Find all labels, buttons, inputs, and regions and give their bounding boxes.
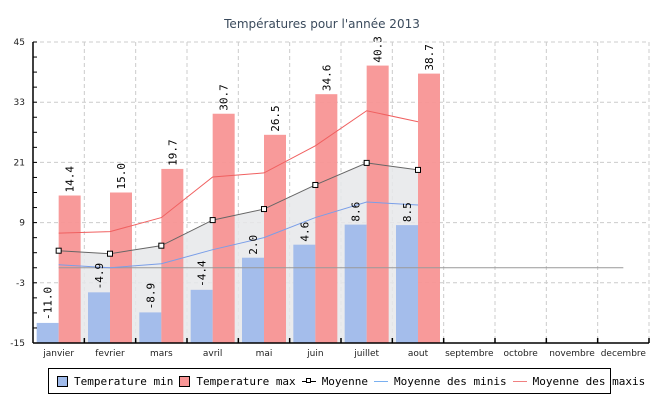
line-moyenne-des-maxis: [58, 110, 419, 234]
y-tick-label: 21: [14, 158, 25, 168]
y-tick-label: 33: [14, 98, 25, 108]
bar-temperature-max: [315, 94, 338, 343]
bars: [36, 65, 440, 343]
legend-item-temperature-min: Temperature min: [57, 375, 173, 388]
axes: 45 33 21 9 -3 -15 janvier fevrier mars avril mai ju…: [10, 38, 650, 359]
legend-swatch-max: [179, 375, 191, 387]
legend-item-moyenne-maxis: Moyenne des maxis: [512, 374, 646, 388]
moyenne-marker: [261, 206, 267, 213]
legend-line-moyenne: [301, 377, 316, 383]
bar-temperature-min: [242, 257, 264, 343]
x-tick-label: mars: [150, 349, 173, 359]
x-tick-label: septembre: [445, 349, 494, 359]
legend-item-moyenne: Moyenne: [301, 374, 369, 388]
data-label: 30.7: [218, 84, 231, 111]
bar-temperature-max: [366, 65, 389, 343]
square-marker-icon: [305, 377, 311, 383]
moyenne-marker: [55, 247, 62, 254]
data-label: 8.5: [401, 202, 414, 222]
legend-label: Temperature min: [74, 374, 174, 388]
bar-temperature-min: [396, 225, 418, 343]
x-tick-label: novembre: [549, 349, 595, 359]
chart-title: Températures pour l'année 2013: [223, 17, 420, 31]
y-tick-label: -3: [16, 279, 25, 289]
moyenne-marker: [312, 181, 319, 188]
moyenne-marker: [107, 250, 113, 257]
x-tick-label: aout: [408, 349, 429, 359]
legend-label: Moyenne: [321, 374, 369, 388]
y-tick-label: 45: [14, 38, 25, 48]
chart: Températures pour l'année 2013 -11.0 -4.9…: [10, 17, 650, 359]
bar-temperature-max: [212, 113, 235, 343]
data-label: -11.0: [42, 287, 55, 320]
data-label: 34.6: [320, 65, 333, 92]
x-tick-label: octobre: [504, 349, 539, 359]
x-tick-label: juillet: [353, 349, 379, 359]
legend-label: Moyenne des minis: [394, 374, 507, 388]
data-label: 26.5: [269, 105, 282, 132]
legend-label: Moyenne des maxis: [532, 374, 646, 388]
x-tick-label: fevrier: [95, 349, 125, 359]
legend-line-maxis: [512, 380, 527, 382]
bar-temperature-min: [36, 322, 59, 343]
bar-temperature-max: [418, 73, 440, 343]
bar-temperature-min: [88, 292, 110, 343]
lines: [55, 110, 624, 269]
data-label: 15.0: [115, 163, 128, 190]
data-labels: -11.0 -4.9 -8.9 -4.4 2.0 4.6 8.6 8.5 14.4 15.0 19.…: [42, 36, 436, 320]
x-tick-label: mai: [256, 349, 273, 359]
legend: Temperature min Temperature max Moyenne …: [48, 368, 645, 394]
bar-temperature-min: [344, 224, 367, 343]
legend-label: Temperature max: [196, 374, 296, 388]
bar-temperature-min: [190, 289, 213, 343]
x-tick-label: avril: [203, 349, 223, 359]
data-label: -4.9: [93, 263, 106, 290]
bar-temperature-min: [139, 312, 162, 343]
x-tick-label: juin: [306, 349, 323, 359]
moyenne-marker: [158, 242, 165, 249]
x-tick-label: decembre: [601, 349, 647, 359]
bar-temperature-max: [161, 168, 184, 343]
data-label: 4.6: [298, 222, 311, 242]
moyenne-marker: [415, 166, 421, 173]
bar-temperature-min: [293, 244, 316, 343]
legend-item-temperature-max: Temperature max: [179, 374, 296, 388]
bar-temperature-max: [58, 195, 81, 343]
bar-temperature-max: [264, 134, 286, 343]
y-tick-label: -15: [10, 339, 25, 349]
legend-item-moyenne-minis: Moyenne des minis: [374, 375, 507, 388]
legend-line-minis: [374, 380, 389, 382]
x-tick-label: janvier: [42, 349, 74, 359]
moyenne-marker: [363, 159, 370, 166]
data-label: 40.3: [372, 36, 385, 63]
data-label: 38.7: [423, 44, 436, 71]
data-label: 19.7: [166, 139, 179, 166]
data-label: -4.4: [196, 260, 209, 287]
data-label: 8.6: [350, 202, 363, 222]
moyenne-marker: [209, 217, 216, 224]
y-tick-label: 9: [19, 219, 25, 229]
data-label: 2.0: [247, 235, 260, 255]
data-label: -8.9: [144, 283, 157, 310]
legend-swatch-min: [57, 375, 68, 387]
line-moyenne: [58, 162, 419, 255]
line-moyenne-des-minis: [58, 201, 419, 269]
data-label: 14.4: [64, 166, 77, 193]
